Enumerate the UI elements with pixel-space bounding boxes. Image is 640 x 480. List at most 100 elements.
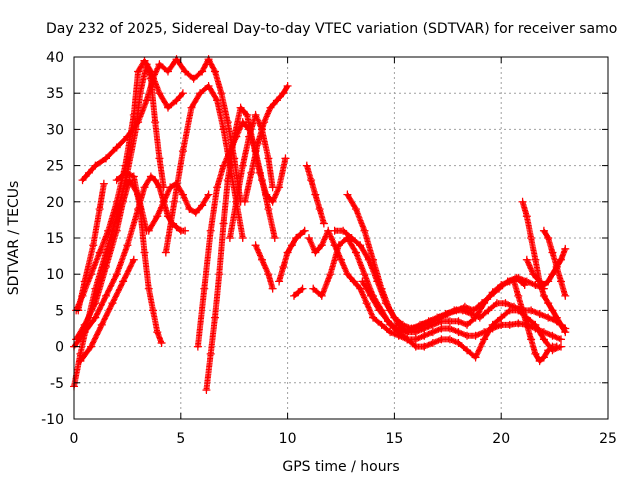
- data-point: [366, 291, 375, 300]
- data-point: [151, 118, 160, 127]
- data-point: [377, 320, 386, 329]
- tick-labels: 0 5 10 15 20 25 -10 -5 0 5 10 15 20 25 30 35 40: [41, 50, 617, 447]
- series-s16: [275, 226, 309, 286]
- data-point: [463, 346, 472, 355]
- data-point: [213, 183, 222, 192]
- data-point: [144, 284, 153, 293]
- data-point: [302, 161, 311, 170]
- data-point: [520, 281, 529, 290]
- data-point: [548, 248, 557, 257]
- data-point: [311, 248, 320, 257]
- data-point: [311, 190, 320, 199]
- y-tick-label: 30: [46, 122, 64, 138]
- data-point: [232, 197, 241, 206]
- data-point: [149, 306, 158, 315]
- data-point: [166, 183, 175, 192]
- data-point: [236, 103, 245, 112]
- data-point: [339, 226, 348, 235]
- data-point: [518, 306, 527, 315]
- data-point: [121, 168, 130, 177]
- data-point: [123, 132, 132, 141]
- data-point: [552, 313, 561, 322]
- data-point: [172, 96, 181, 105]
- data-point: [134, 67, 143, 76]
- data-point: [157, 338, 166, 347]
- data-point: [136, 205, 145, 214]
- data-point: [140, 183, 149, 192]
- data-point: [283, 248, 292, 257]
- data-point: [319, 219, 328, 228]
- data-point: [497, 313, 506, 322]
- data-point: [76, 357, 85, 366]
- data-point: [163, 103, 172, 112]
- data-series: [70, 55, 570, 395]
- data-point: [347, 234, 356, 242]
- x-tick-label: 25: [599, 431, 617, 447]
- data-point: [215, 270, 224, 279]
- data-point: [102, 291, 111, 300]
- data-point: [200, 284, 209, 293]
- data-point: [170, 197, 179, 206]
- data-point: [281, 154, 290, 163]
- data-point: [386, 328, 395, 337]
- data-point: [279, 262, 288, 271]
- data-point: [181, 226, 190, 235]
- x-tick-label: 15: [385, 431, 403, 447]
- data-point: [561, 244, 570, 253]
- data-point: [531, 349, 540, 358]
- data-point: [535, 357, 544, 366]
- data-point: [134, 118, 143, 127]
- series-s7: [76, 255, 138, 366]
- data-point: [514, 319, 523, 328]
- data-point: [155, 183, 164, 192]
- series-s23: [358, 273, 529, 337]
- data-point: [403, 335, 412, 344]
- data-point: [454, 328, 463, 337]
- y-tick-label: 40: [46, 50, 64, 66]
- data-point: [356, 241, 365, 250]
- data-point: [275, 277, 284, 286]
- data-point: [418, 320, 427, 329]
- data-point: [210, 313, 219, 322]
- data-point: [307, 176, 316, 185]
- data-point: [102, 154, 111, 163]
- data-point: [91, 161, 100, 170]
- data-point: [84, 168, 93, 177]
- data-point: [193, 342, 202, 351]
- data-point: [435, 313, 444, 322]
- data-point: [477, 299, 486, 308]
- x-tick-label: 10: [279, 431, 297, 447]
- data-point: [123, 241, 132, 250]
- data-point: [510, 302, 519, 311]
- data-point: [334, 241, 343, 250]
- x-tick-label: 0: [70, 431, 79, 447]
- data-point: [420, 342, 429, 351]
- data-point: [290, 291, 299, 300]
- series-s20: [309, 234, 566, 362]
- data-point: [337, 255, 345, 264]
- data-point: [544, 277, 553, 286]
- data-point: [181, 67, 190, 76]
- data-point: [140, 56, 149, 65]
- grid-lines: [74, 57, 608, 419]
- series-s15: [251, 241, 277, 293]
- data-point: [557, 335, 566, 344]
- data-point: [89, 241, 98, 250]
- data-point: [437, 324, 446, 333]
- series-s19: [304, 226, 566, 344]
- data-point: [360, 270, 369, 279]
- data-point: [531, 320, 540, 329]
- data-point: [129, 255, 138, 264]
- data-point: [225, 234, 234, 242]
- chart-title: Day 232 of 2025, Sidereal Day-to-day VTE…: [46, 21, 617, 37]
- data-point: [557, 255, 566, 264]
- data-point: [287, 241, 296, 250]
- data-point: [253, 139, 262, 148]
- data-point: [411, 335, 420, 344]
- data-point: [552, 262, 561, 271]
- data-point: [257, 255, 266, 264]
- data-point: [266, 103, 275, 112]
- data-point: [91, 299, 100, 308]
- data-point: [539, 335, 548, 344]
- data-point: [535, 310, 544, 319]
